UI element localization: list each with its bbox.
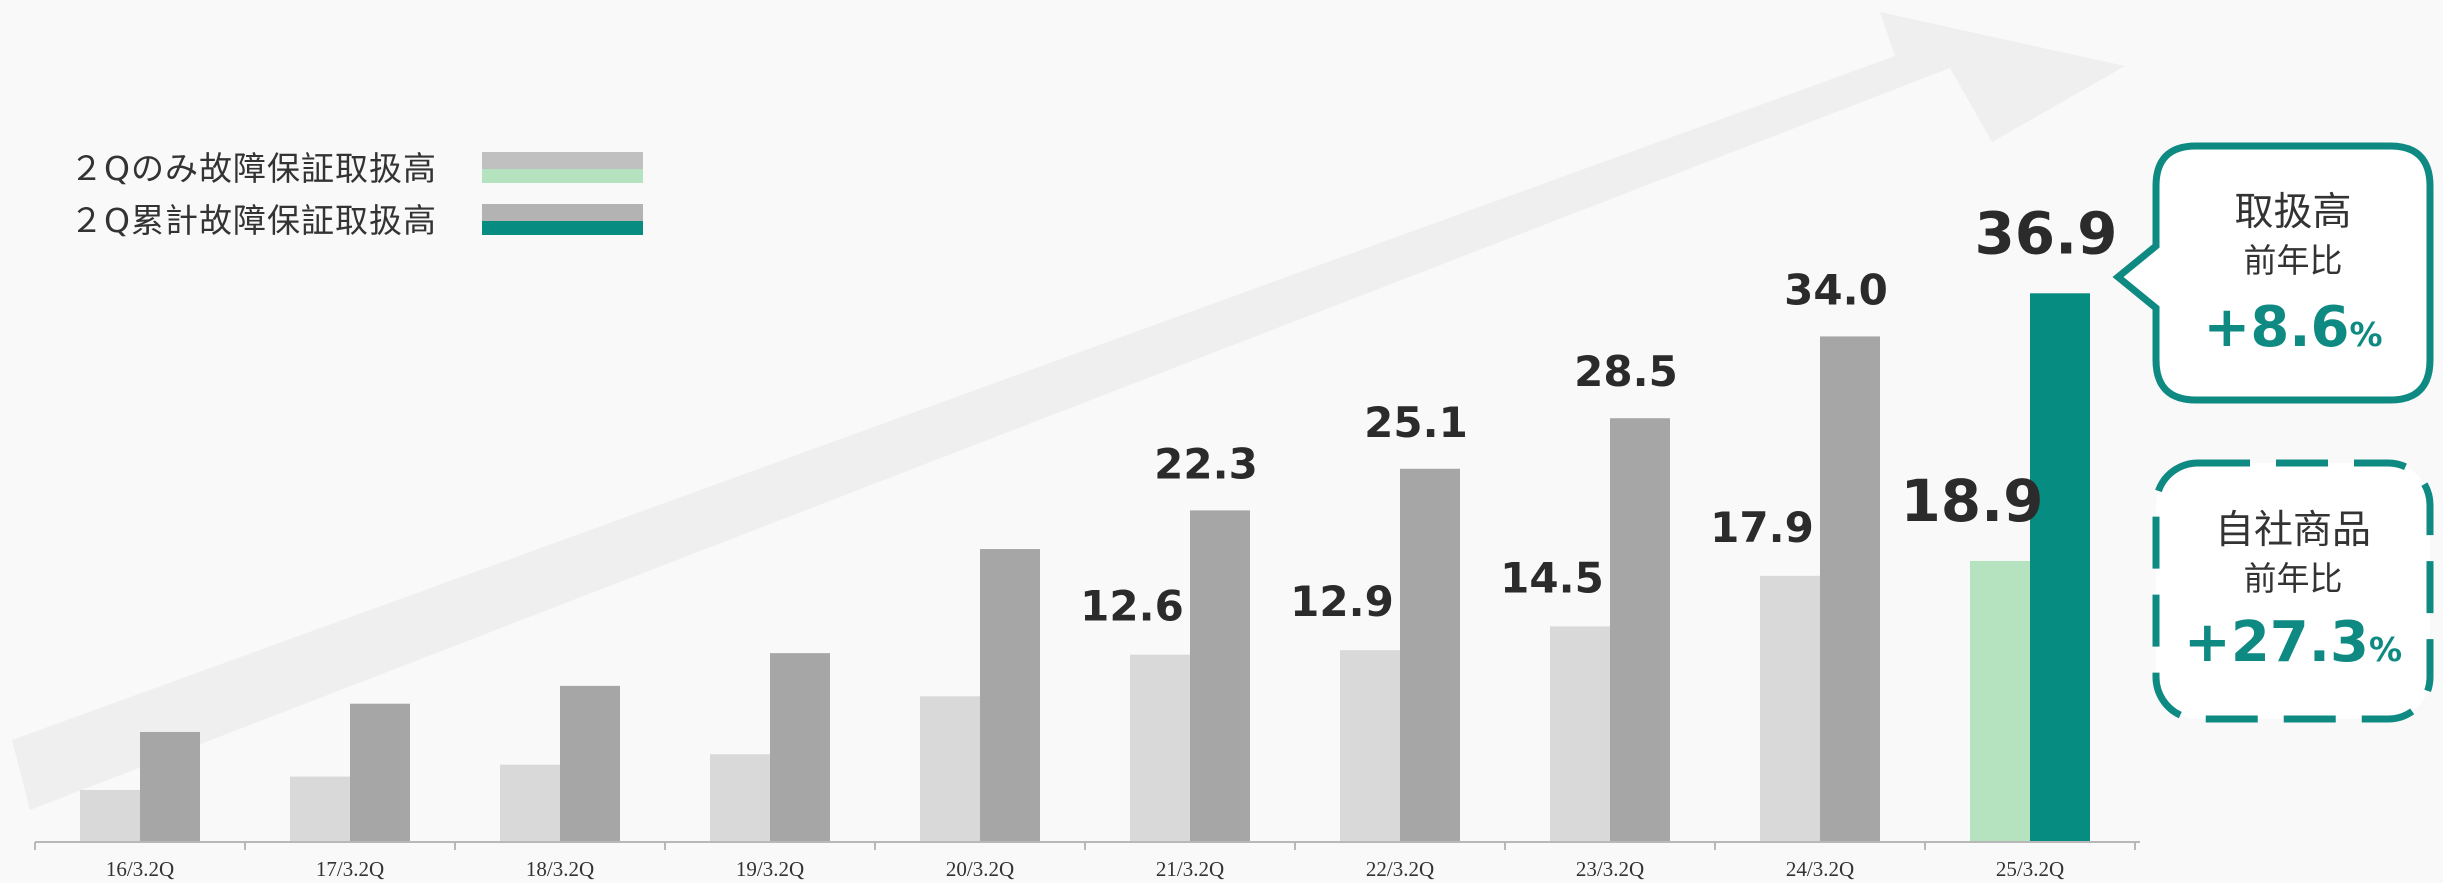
legend-swatch-series1-gray: [482, 152, 643, 169]
x-tick-label: 25/3.2Q: [1996, 857, 2064, 881]
growth-arrow: [12, 12, 2125, 810]
bar-series1-19/3.2Q: [710, 754, 770, 842]
bar-series2-17/3.2Q: [350, 703, 410, 842]
legend-swatch-series2-teal: [482, 221, 643, 235]
legend-swatch-series1-green: [482, 169, 643, 183]
x-tick-label: 21/3.2Q: [1156, 857, 1224, 881]
legend-label-series2: ２Q累計故障保証取扱高: [70, 201, 437, 240]
bar-series1-18/3.2Q: [500, 764, 560, 842]
x-tick-label: 17/3.2Q: [316, 857, 384, 881]
callout-yoy-title: 取扱高: [2234, 190, 2351, 235]
callout-own-value-line: +27.3%: [2184, 610, 2402, 675]
callout-yoy-value: +8.6: [2203, 295, 2349, 360]
callout-yoy-unit: %: [2350, 315, 2383, 354]
bar-series1-16/3.2Q: [80, 789, 140, 842]
data-label-series1: 12.6: [1080, 582, 1184, 631]
bars: [80, 293, 2090, 842]
bar-series2-21/3.2Q: [1190, 510, 1250, 842]
bar-series2-16/3.2Q: [140, 731, 200, 842]
callout-yoy-value-line: +8.6%: [2203, 295, 2382, 360]
x-tick-label: 22/3.2Q: [1366, 857, 1434, 881]
data-label-series1: 18.9: [1900, 467, 2043, 535]
bar-series2-25/3.2Q: [2030, 293, 2090, 842]
bar-series1-23/3.2Q: [1550, 626, 1610, 842]
callout-own-value: +27.3: [2184, 610, 2369, 675]
bar-series1-20/3.2Q: [920, 696, 980, 842]
callout-yoy: 取扱高 前年比 +8.6%: [2112, 142, 2434, 404]
callout-yoy-subtitle: 前年比: [2244, 241, 2343, 280]
data-label-series1: 14.5: [1500, 553, 1604, 602]
data-label-series2: 34.0: [1784, 265, 1888, 314]
value-labels: 12.6 22.3 12.9 25.1 14.5 28.5 17.9 34.0 18.9 36.9: [1080, 199, 2117, 630]
x-axis: 16/3.2Q 17/3.2Q 18/3.2Q 19/3.2Q 20/3.2Q 21/3.…: [34, 841, 2140, 881]
legend-label-series1: ２Qのみ故障保証取扱高: [70, 149, 437, 188]
data-label-series2: 25.1: [1364, 398, 1468, 447]
x-tick-label: 23/3.2Q: [1576, 857, 1644, 881]
data-label-series1: 17.9: [1710, 503, 1814, 552]
x-tick-label: 24/3.2Q: [1786, 857, 1854, 881]
bar-series1-22/3.2Q: [1340, 650, 1400, 842]
bar-series2-23/3.2Q: [1610, 418, 1670, 842]
legend: ２Qのみ故障保証取扱高 ２Q累計故障保証取扱高: [70, 149, 643, 240]
bar-series1-17/3.2Q: [290, 776, 350, 842]
data-label-series2: 22.3: [1154, 439, 1258, 488]
bar-series1-25/3.2Q: [1970, 560, 2030, 842]
bar-series2-19/3.2Q: [770, 653, 830, 842]
data-label-series2: 36.9: [1974, 199, 2117, 267]
bar-series2-18/3.2Q: [560, 685, 620, 842]
callout-own-subtitle: 前年比: [2244, 559, 2343, 598]
callout-own-box: [2152, 459, 2434, 723]
data-label-series1: 12.9: [1290, 577, 1394, 626]
callout-own-unit: %: [2369, 630, 2402, 669]
x-tick-label: 16/3.2Q: [106, 857, 174, 881]
bar-series1-24/3.2Q: [1760, 575, 1820, 842]
x-tick-label: 20/3.2Q: [946, 857, 1014, 881]
x-tick-label: 18/3.2Q: [526, 857, 594, 881]
bar-series1-21/3.2Q: [1130, 654, 1190, 842]
callout-yoy-bubble: [2112, 142, 2434, 404]
x-tick-label: 19/3.2Q: [736, 857, 804, 881]
callout-own: 自社商品 前年比 +27.3%: [2152, 459, 2434, 723]
bar-series2-20/3.2Q: [980, 549, 1040, 842]
bar-series2-24/3.2Q: [1820, 336, 1880, 842]
callout-own-title: 自社商品: [2215, 508, 2371, 553]
bar-series2-22/3.2Q: [1400, 468, 1460, 842]
legend-swatch-series2-gray: [482, 204, 643, 221]
data-label-series2: 28.5: [1574, 347, 1678, 396]
